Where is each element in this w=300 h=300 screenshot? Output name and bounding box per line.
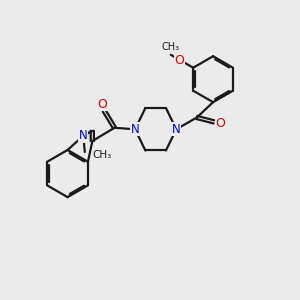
Text: O: O [175, 54, 184, 67]
Text: N: N [79, 129, 88, 142]
Text: CH₃: CH₃ [92, 150, 111, 160]
Text: O: O [215, 117, 225, 130]
Text: O: O [98, 98, 108, 111]
Text: CH₃: CH₃ [162, 41, 180, 52]
Text: N: N [131, 123, 140, 136]
Text: N: N [172, 123, 181, 136]
